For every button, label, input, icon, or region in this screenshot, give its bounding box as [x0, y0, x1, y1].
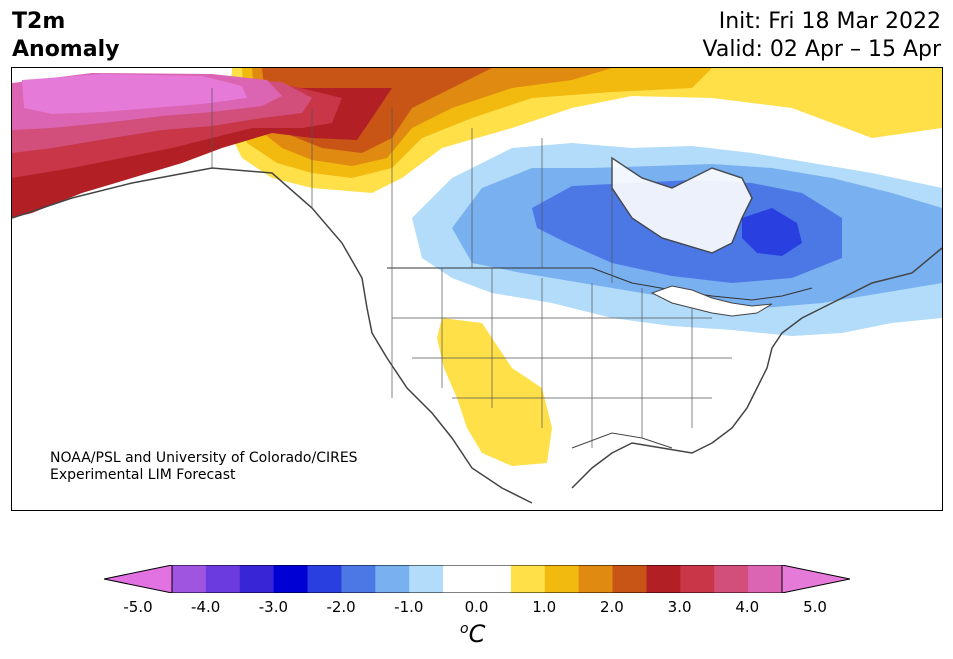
credit-text: NOAA/PSL and University of Colorado/CIRE…: [50, 450, 358, 484]
gulf-coast-outline: [571, 432, 673, 449]
colorbar-swatch: [714, 565, 749, 593]
colorbar-swatches: [172, 565, 783, 593]
east-coastline: [571, 247, 942, 489]
anomaly-map: NOAA/PSL and University of Colorado/CIRE…: [11, 67, 943, 511]
colorbar-swatch: [341, 565, 376, 593]
title-line-1: T2m: [12, 9, 66, 34]
colorbar-swatch: [680, 565, 715, 593]
canada-province-lines: [211, 88, 613, 283]
valid-range: Valid: 02 Apr – 15 Apr: [702, 37, 942, 62]
colorbar-tick-label: 3.0: [667, 598, 692, 616]
credit-line-2: Experimental LIM Forecast: [50, 467, 236, 483]
warm-anomaly-sw-yellow: [437, 318, 552, 466]
colorbar-swatch: [375, 565, 410, 593]
credit-line-1: NOAA/PSL and University of Colorado/CIRE…: [50, 450, 358, 466]
west-coastline: [12, 167, 533, 504]
colorbar-tick-label: -2.0: [326, 598, 356, 616]
colorbar-right-arrow: [781, 565, 850, 593]
colorbar-swatch: [748, 565, 783, 593]
colorbar-swatch: [510, 565, 546, 593]
colorbar-swatch: [172, 565, 207, 593]
colorbar-swatch: [646, 565, 681, 593]
unit-sup: o: [460, 621, 469, 637]
colorbar-tick-label: -4.0: [191, 598, 221, 616]
init-date: Init: Fri 18 Mar 2022: [718, 9, 941, 34]
colorbar-swatch: [273, 565, 309, 593]
warm-anomaly-magenta: [22, 74, 247, 114]
colorbar-tick-label: 5.0: [803, 598, 827, 616]
colorbar-swatch: [544, 565, 580, 593]
colorbar-swatch: [443, 565, 478, 593]
hudson-bay-outline: [611, 156, 753, 254]
colorbar-tick-label: -3.0: [258, 598, 289, 616]
map-title: T2m Anomaly: [12, 8, 119, 64]
colorbar-swatch: [307, 565, 342, 593]
colorbar-outline: [171, 565, 783, 593]
colorbar-tick-label: 2.0: [599, 598, 624, 616]
colorbar-swatch: [477, 565, 512, 593]
colorbar-swatch: [578, 565, 614, 593]
title-line-2: Anomaly: [12, 37, 120, 62]
forecast-dates: Init: Fri 18 Mar 2022 Valid: 02 Apr – 15…: [703, 8, 942, 64]
colorbar-swatch: [239, 565, 275, 593]
colorbar-tick-label: 4.0: [735, 598, 760, 616]
cold-anomaly-dark-blue: [742, 208, 802, 256]
colorbar-swatch: [409, 565, 444, 593]
us-state-lines: [391, 268, 732, 448]
colorbar-tick-label: 0.0: [464, 598, 489, 616]
unit-label: oC: [460, 620, 485, 648]
colorbar-ticks: -5.0 -4.0 -3.0 -2.0 -1.0 0.0 1.0 2.0 3.0 4.0 5.0: [0, 598, 953, 618]
colorbar-swatch: [205, 565, 241, 593]
unit-base: C: [468, 620, 486, 648]
colorbar-tick-label: 1.0: [532, 598, 557, 616]
colorbar: [104, 565, 850, 593]
great-lakes: [650, 285, 773, 317]
colorbar-left-arrow: [104, 565, 173, 593]
colorbar-tick-label: -1.0: [394, 598, 424, 616]
colorbar-swatch: [612, 565, 647, 593]
map-canvas: [12, 68, 942, 504]
colorbar-tick-label: -5.0: [123, 598, 153, 616]
